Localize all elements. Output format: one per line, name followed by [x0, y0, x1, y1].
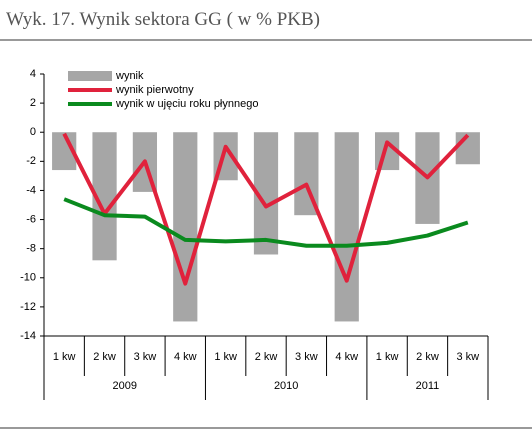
chart-title: Wyk. 17. Wynik sektora GG ( w % PKB) — [6, 9, 320, 30]
y-tick-label: -10 — [20, 272, 36, 284]
line — [62, 132, 470, 286]
x-tick-label: 3 kw — [134, 351, 157, 363]
legend-label: wynik pierwotny — [115, 84, 194, 96]
y-tick-label: 0 — [30, 126, 36, 138]
group-label: 2009 — [112, 380, 136, 392]
y-tick-label: 4 — [30, 68, 36, 80]
x-tick-label: 3 kw — [295, 351, 318, 363]
legend-label: wynik w ujęciu roku płynnego — [115, 98, 258, 110]
x-tick-label: 1 kw — [53, 351, 76, 363]
y-tick-label: -2 — [26, 155, 36, 167]
x-tick-label: 4 kw — [335, 351, 358, 363]
x-tick-label: 2 kw — [93, 351, 116, 363]
x-tick-label: 1 kw — [214, 351, 237, 363]
bar — [334, 132, 359, 322]
y-tick-label: -14 — [20, 330, 36, 342]
line — [63, 197, 469, 248]
x-tick-label: 2 kw — [255, 351, 278, 363]
y-tick-label: -12 — [20, 301, 36, 313]
y-tick-label: -8 — [26, 243, 36, 255]
x-tick-label: 4 kw — [174, 351, 197, 363]
group-label: 2011 — [416, 380, 440, 392]
x-tick-label: 3 kw — [457, 351, 480, 363]
legend-label: wynik — [115, 70, 144, 82]
legend-swatch — [68, 71, 112, 81]
y-tick-label: -4 — [26, 184, 36, 196]
x-tick-label: 2 kw — [416, 351, 439, 363]
group-label: 2010 — [274, 380, 298, 392]
y-tick-label: -6 — [26, 213, 36, 225]
x-tick-label: 1 kw — [376, 351, 399, 363]
bar — [173, 132, 198, 322]
y-tick-label: 2 — [30, 97, 36, 109]
